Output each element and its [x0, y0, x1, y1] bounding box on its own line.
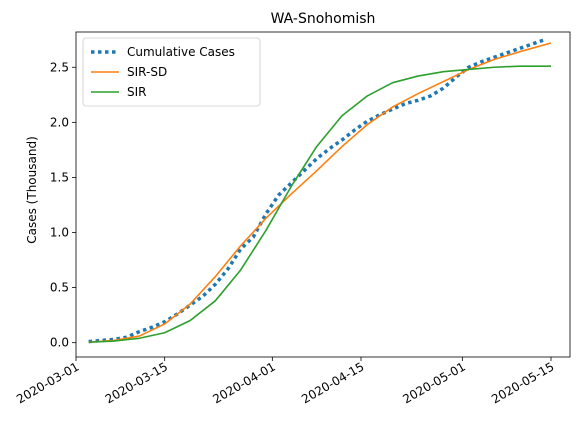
legend-label: SIR [127, 85, 147, 99]
legend-label: Cumulative Cases [127, 45, 235, 59]
x-tick-label: 2020-03-15 [103, 359, 170, 406]
y-tick-label: 0.0 [50, 336, 69, 350]
y-tick-label: 2.0 [50, 115, 69, 129]
x-tick-label: 2020-05-15 [489, 359, 556, 406]
plot-frame [75, 31, 571, 358]
legend: Cumulative Cases SIR-SD SIR [82, 37, 261, 107]
series-line-sir [88, 65, 551, 344]
legend-box [82, 37, 261, 107]
x-tick-label: 2020-04-15 [299, 359, 366, 406]
series-layer [88, 38, 552, 344]
x-tick-label: 2020-05-01 [400, 359, 467, 406]
x-tick-label: 2020-04-01 [210, 359, 277, 406]
series-line-cumulative-cases [88, 38, 546, 344]
y-tick-label: 1.0 [50, 226, 69, 240]
x-tick-label: 2020-03-01 [14, 359, 81, 406]
y-tick-label: 0.5 [50, 281, 69, 295]
legend-label: SIR-SD [127, 65, 167, 79]
y-tick-label: 1.5 [50, 170, 69, 184]
y-axis-label: Cases (Thousand) [25, 136, 39, 244]
y-tick-label: 2.5 [50, 60, 69, 74]
chart-title: WA-Snohomish [271, 11, 376, 27]
